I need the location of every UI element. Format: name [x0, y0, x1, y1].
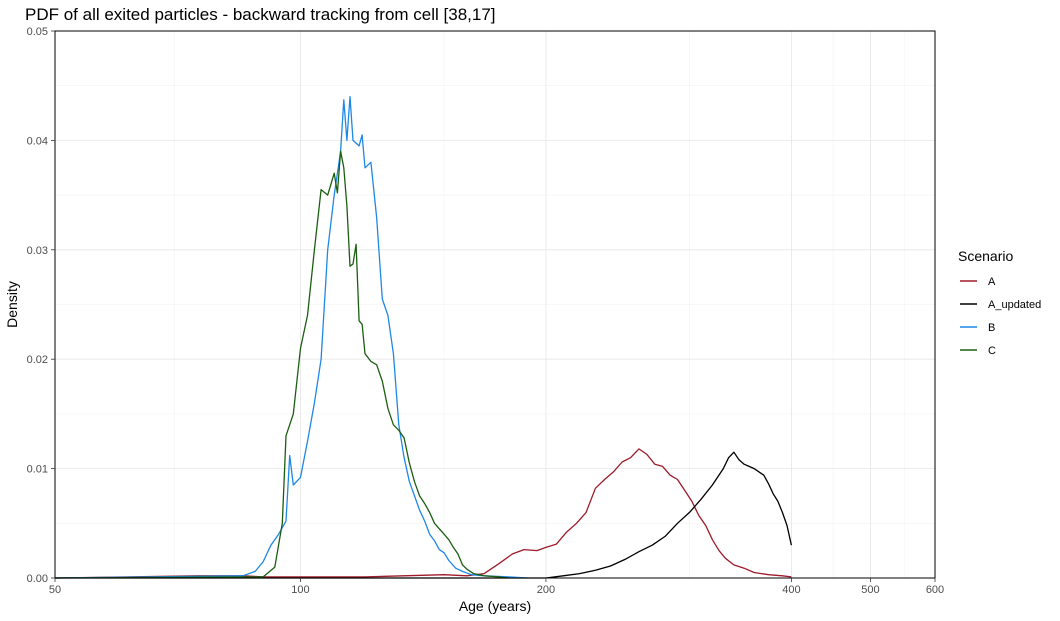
panel-border — [54, 30, 936, 579]
legend-title: Scenario — [958, 248, 1013, 264]
legend-label: B — [988, 322, 995, 334]
x-axis: 50 100 200 400 500 600 — [49, 578, 944, 596]
y-axis-title: Density — [4, 281, 20, 328]
y-tick-label: 0.01 — [27, 464, 48, 476]
y-tick-label: 0.00 — [27, 573, 48, 585]
series-line-a — [54, 448, 792, 579]
chart-title: PDF of all exited particles - backward t… — [25, 5, 496, 24]
x-tick-label: 400 — [782, 584, 800, 596]
y-tick-label: 0.05 — [27, 26, 48, 38]
legend-label: A — [988, 276, 996, 288]
y-axis: 0.00 0.01 0.02 0.03 0.04 0.05 — [27, 26, 55, 585]
y-tick-label: 0.04 — [27, 135, 48, 147]
grid — [54, 30, 936, 579]
x-tick-label: 600 — [926, 584, 944, 596]
x-tick-label: 500 — [861, 584, 879, 596]
legend-label: A_updated — [988, 299, 1041, 311]
legend-label: C — [988, 345, 996, 357]
y-tick-label: 0.02 — [27, 354, 48, 366]
x-tick-label: 200 — [537, 584, 555, 596]
legend: Scenario A A_updated BC — [958, 248, 1041, 357]
series-line-b — [54, 95, 528, 579]
x-tick-label: 50 — [49, 584, 61, 596]
series-line-c — [54, 150, 509, 579]
x-tick-label: 100 — [291, 584, 309, 596]
series-layer — [54, 95, 793, 579]
x-axis-title: Age (years) — [459, 598, 531, 614]
series-line-a-updated — [55, 451, 793, 579]
y-tick-label: 0.03 — [27, 245, 48, 257]
